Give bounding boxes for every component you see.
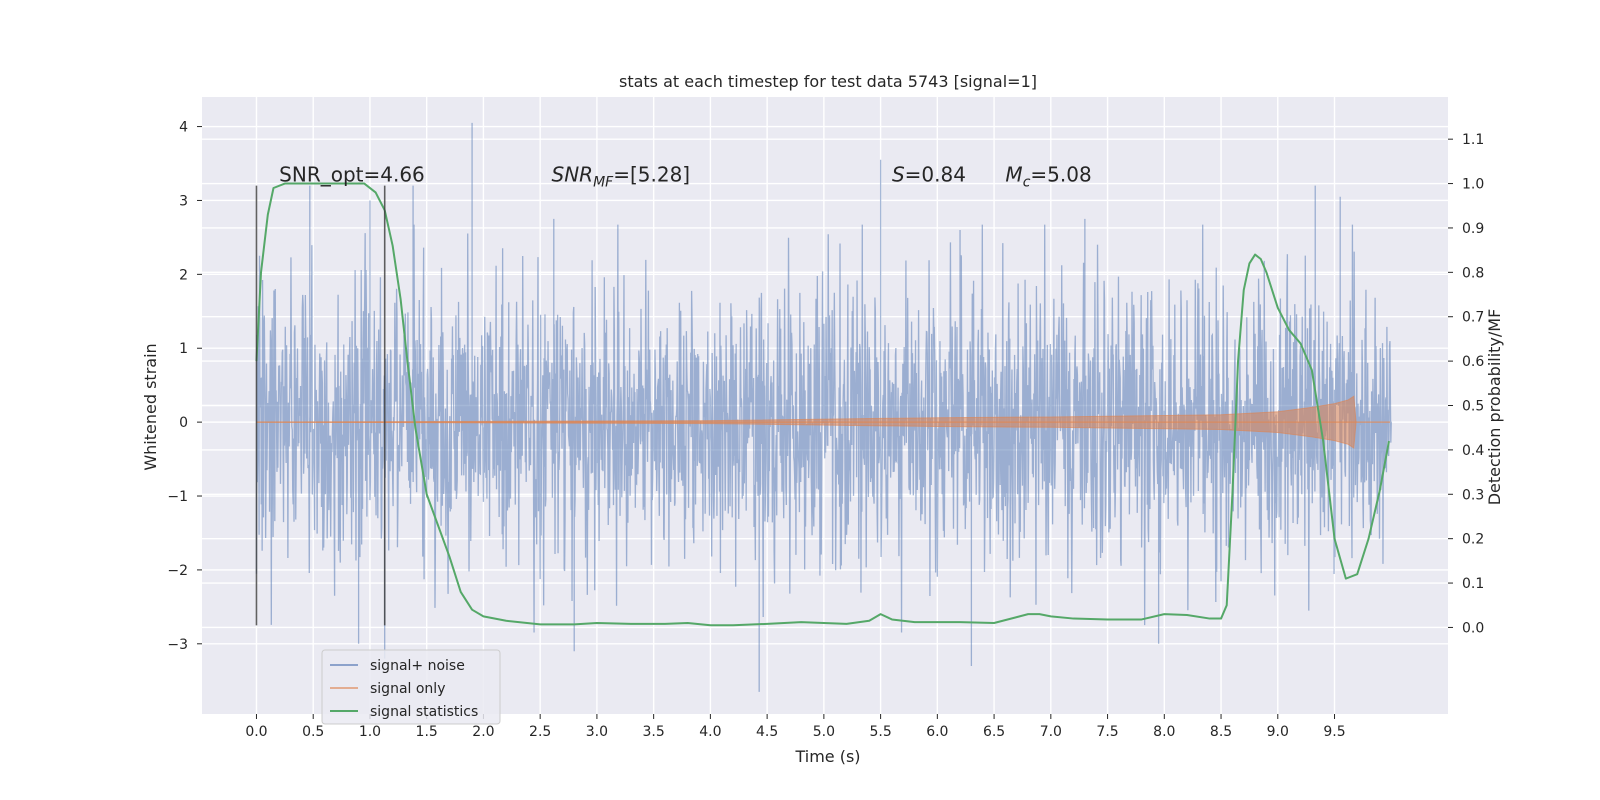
chart-title: stats at each timestep for test data 574… — [619, 72, 1037, 91]
y-right-tick-label: 0.4 — [1462, 443, 1484, 459]
y-tick-label: −1 — [167, 489, 188, 505]
x-tick-label: 7.5 — [1096, 724, 1118, 740]
x-tick-label: 6.0 — [926, 724, 948, 740]
y-right-tick-label: 0.9 — [1462, 221, 1484, 237]
legend: signal+ noise signal only signal statistic… — [321, 649, 501, 725]
x-tick-label: 6.5 — [983, 724, 1005, 740]
x-tick-label: 4.5 — [756, 724, 778, 740]
y-right-tick-label: 0.0 — [1462, 620, 1484, 636]
x-tick-label: 2.5 — [529, 724, 551, 740]
x-tick-label: 5.0 — [813, 724, 835, 740]
legend-label: signal statistics — [370, 704, 478, 720]
legend-label: signal+ noise — [370, 658, 465, 674]
y-right-tick-label: 0.7 — [1462, 310, 1484, 326]
y-right-tick-label: 0.6 — [1462, 354, 1484, 370]
x-tick-label: 0.0 — [245, 724, 267, 740]
y-right-tick-label: 0.1 — [1462, 576, 1484, 592]
x-tick-label: 7.0 — [1040, 724, 1062, 740]
y-right-tick-label: 1.1 — [1462, 132, 1484, 148]
series-signal-statistics-line — [255, 182, 1390, 627]
annotation-text: SNR_opt=4.66 — [279, 163, 425, 187]
y-tick-label: 1 — [179, 341, 188, 357]
annotation-text: S=0.84 — [892, 163, 966, 187]
y-tick-label: 0 — [179, 415, 188, 431]
y-axis-right-label: Detection probability/MF — [1485, 309, 1504, 506]
legend-box — [321, 649, 501, 725]
y-right-tick-label: 0.8 — [1462, 265, 1484, 281]
x-tick-label: 8.0 — [1153, 724, 1175, 740]
y-tick-label: −3 — [167, 637, 188, 653]
annotation-text: Mc=5.08 — [1005, 163, 1091, 191]
y-tick-label: 4 — [179, 120, 188, 136]
x-tick-label: 8.5 — [1210, 724, 1232, 740]
x-tick-label: 0.5 — [302, 724, 324, 740]
x-tick-label: 1.0 — [359, 724, 381, 740]
x-tick-label: 9.0 — [1267, 724, 1289, 740]
y-right-tick-label: 1.0 — [1462, 177, 1484, 193]
y-axis-label: Whitened strain — [141, 343, 160, 470]
legend-label: signal only — [370, 681, 445, 697]
x-tick-label: 5.5 — [869, 724, 891, 740]
x-axis-label: Time (s) — [794, 747, 860, 766]
x-tick-label: 9.5 — [1323, 724, 1345, 740]
y-tick-label: −2 — [167, 563, 188, 579]
x-tick-label: 1.5 — [416, 724, 438, 740]
x-tick-label: 4.0 — [699, 724, 721, 740]
y-right-tick-label: 0.5 — [1462, 399, 1484, 415]
annotation-text: SNRMF=[5.28] — [552, 163, 691, 191]
y-tick-label: 2 — [179, 267, 188, 283]
x-tick-label: 2.0 — [472, 724, 494, 740]
y-right-tick-label: 0.2 — [1462, 532, 1484, 548]
x-tick-label: 3.5 — [643, 724, 665, 740]
y-tick-label: 3 — [179, 193, 188, 209]
y-right-tick-label: 0.3 — [1462, 487, 1484, 503]
x-tick-label: 3.0 — [586, 724, 608, 740]
